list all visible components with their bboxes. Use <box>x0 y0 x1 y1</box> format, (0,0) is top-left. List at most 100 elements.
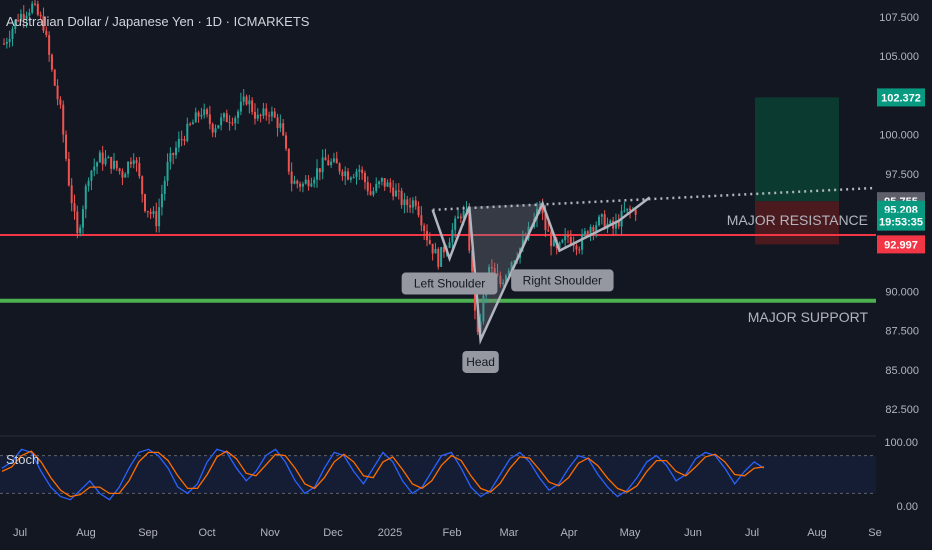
candle-body <box>50 54 53 70</box>
y-tick-label: 82.500 <box>885 404 919 416</box>
candle-body <box>259 114 262 116</box>
head-zone[interactable] <box>469 203 543 341</box>
candle-body <box>330 161 333 166</box>
candle-body <box>118 168 121 172</box>
stoch-axis[interactable]: 100.00 0.00 <box>884 437 918 513</box>
stop-zone[interactable] <box>755 201 839 245</box>
candle-body <box>17 20 20 22</box>
candle-body <box>228 122 231 124</box>
candle-body <box>307 179 310 187</box>
target-zone[interactable] <box>755 97 839 202</box>
time-axis[interactable]: Jul Aug Sep Oct Nov Dec 2025 Feb Mar Apr May Jun Jul… <box>13 527 882 539</box>
neckline[interactable] <box>432 186 877 212</box>
candle-body <box>451 229 454 243</box>
candle-body <box>482 295 485 322</box>
candle-body <box>234 117 237 124</box>
candle-body <box>338 163 341 172</box>
stochastic-pane[interactable]: Stoch <box>0 435 876 501</box>
candle-body <box>290 171 293 184</box>
pattern-path[interactable] <box>431 196 651 345</box>
candle-body <box>504 275 507 283</box>
candle-body <box>394 190 397 197</box>
candle-body <box>468 209 471 251</box>
candle-body <box>609 220 612 224</box>
candle-body <box>355 171 358 177</box>
major-support-label: MAJOR SUPPORT <box>748 309 869 325</box>
candle-body <box>124 173 127 178</box>
candle-body <box>270 111 273 117</box>
candle-body <box>411 200 414 208</box>
annotation-box[interactable] <box>511 269 614 292</box>
candle-body <box>569 236 572 245</box>
candle-body <box>39 14 42 17</box>
candle-body <box>301 183 304 187</box>
candle-body <box>11 28 14 39</box>
candle-body <box>239 101 242 112</box>
candle-body <box>56 85 59 100</box>
candle-body <box>400 190 403 206</box>
candle-body <box>361 169 364 173</box>
price-axis[interactable]: 107.500 105.000 100.000 97.500 90.000 87.500 8… <box>879 12 919 416</box>
neckline-stroke[interactable] <box>432 186 877 212</box>
candle-body <box>282 123 285 136</box>
price-tag-label: 92.997 <box>884 239 918 251</box>
candle-body <box>431 243 434 254</box>
candle-body <box>583 231 586 234</box>
candle-body <box>208 114 211 125</box>
candle-body <box>564 235 567 241</box>
candle-body <box>352 176 355 178</box>
candle-body <box>217 125 220 129</box>
candle-body <box>499 275 502 284</box>
candle-body <box>141 176 144 195</box>
candle-body <box>603 214 606 229</box>
annotation-box[interactable] <box>462 350 499 373</box>
candle-body <box>101 152 104 165</box>
stoch-k-line <box>1 448 765 501</box>
candle-body <box>310 183 313 187</box>
candle-body <box>203 109 206 115</box>
price-tag <box>877 212 925 231</box>
candle-body <box>251 100 254 112</box>
candle-body <box>552 239 555 247</box>
price-pane[interactable]: Left Shoulder Head Right Shoulder MAJOR RE… <box>0 0 877 373</box>
candle-body <box>211 124 214 133</box>
candle-body <box>166 161 169 181</box>
candle-body <box>293 180 296 184</box>
x-tick-label: Mar <box>500 527 519 539</box>
candle-body <box>146 211 149 213</box>
candle-body <box>237 111 240 118</box>
candle-body <box>256 114 259 119</box>
candle-body <box>5 41 8 44</box>
candle-body <box>575 245 578 250</box>
candle-body <box>550 231 553 247</box>
candle-body <box>349 177 352 180</box>
candle-body <box>420 215 423 226</box>
candle-body <box>629 208 632 211</box>
head-and-shoulders-pattern[interactable] <box>431 196 651 345</box>
candle-body <box>242 96 245 102</box>
y-tick-label: 100.000 <box>879 130 919 142</box>
candle-body <box>76 211 79 234</box>
candle-body <box>177 138 180 148</box>
candle-body <box>262 108 265 116</box>
candle-body <box>163 180 166 194</box>
x-tick-label: 2025 <box>378 527 402 539</box>
long-position-tool[interactable] <box>755 97 839 245</box>
candle-body <box>248 100 251 105</box>
candle-body <box>206 109 209 115</box>
candle-body <box>521 239 524 249</box>
candle-body <box>471 250 474 272</box>
candle-body <box>541 207 544 214</box>
candle-body <box>194 112 197 123</box>
annotation-box[interactable] <box>401 272 498 295</box>
candle-body <box>19 13 22 21</box>
candle-body <box>366 182 369 192</box>
candle-body <box>279 123 282 128</box>
x-tick-label: Aug <box>807 527 827 539</box>
candle-body <box>581 233 584 250</box>
candle-body <box>347 171 350 180</box>
candle-body <box>197 112 200 117</box>
candle-body <box>598 216 601 226</box>
candle-body <box>138 162 141 177</box>
